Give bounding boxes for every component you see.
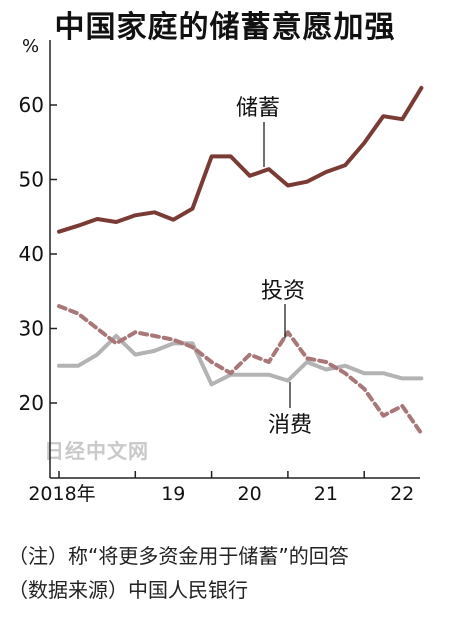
series-label-consumption: 消费 — [268, 413, 312, 438]
x-tick-label: 20 — [238, 483, 262, 505]
series-line-investment — [57, 304, 424, 436]
y-tick-label: 30 — [19, 317, 44, 341]
series-label-investment: 投资 — [261, 279, 305, 304]
x-tick-label: 22 — [390, 483, 414, 505]
x-tick-label: 19 — [161, 483, 185, 505]
series-label-savings: 储蓄 — [236, 96, 280, 121]
series-line-consumption — [57, 333, 424, 387]
x-tick-label: 21 — [314, 483, 338, 505]
y-tick-label: 20 — [19, 391, 44, 415]
y-unit-label: % — [22, 36, 39, 57]
y-tick-label: 60 — [19, 93, 44, 117]
series-line-savings — [57, 85, 424, 234]
y-tick-label: 40 — [19, 242, 44, 266]
footnote-source: （数据来源）中国人民银行 — [8, 578, 248, 602]
chart-title: 中国家庭的储蓄意愿加强 — [54, 10, 396, 45]
y-tick-label: 50 — [19, 168, 44, 192]
footnote-note: （注）称“将更多资金用于储蓄”的回答 — [8, 544, 349, 568]
watermark: 日经中文网 — [44, 439, 149, 463]
x-tick-label: 2018年 — [28, 483, 95, 505]
